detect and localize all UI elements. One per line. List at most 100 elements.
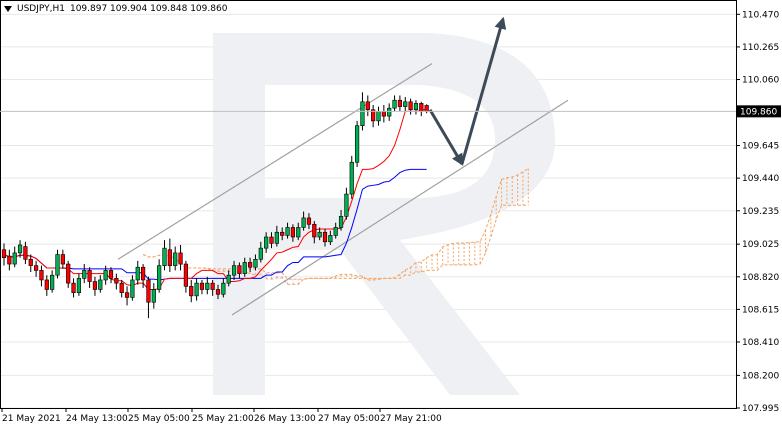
candle-body bbox=[1, 249, 7, 258]
y-tick-label: 108.820 bbox=[742, 273, 779, 283]
candle-body bbox=[317, 231, 322, 238]
tenkan-sen-line bbox=[3, 108, 427, 290]
y-tick-label: 110.470 bbox=[742, 10, 779, 20]
candle-body bbox=[146, 279, 151, 303]
candle-body bbox=[157, 265, 162, 290]
watermark-logo-shape bbox=[213, 33, 556, 395]
candle-body bbox=[162, 247, 167, 266]
candle-body bbox=[76, 278, 81, 293]
candle-body bbox=[344, 193, 349, 217]
candle-body bbox=[269, 236, 274, 244]
candle-body bbox=[371, 109, 376, 122]
last-price-marker bbox=[737, 105, 781, 118]
candle-body bbox=[141, 266, 146, 281]
symbol-label: USDJPY,H1 bbox=[17, 4, 65, 14]
candle-body bbox=[66, 263, 71, 284]
candle-body bbox=[167, 249, 172, 266]
candle-body bbox=[55, 254, 60, 276]
chart-header: USDJPY,H1 109.897 109.904 109.848 109.86… bbox=[4, 4, 227, 14]
candle-body bbox=[39, 270, 44, 281]
candle-body bbox=[258, 247, 263, 260]
candle-body bbox=[338, 216, 344, 228]
y-tick-label: 109.645 bbox=[742, 142, 779, 152]
candle-body bbox=[290, 227, 296, 238]
candle-body bbox=[280, 231, 285, 236]
y-tick-label: 110.060 bbox=[742, 76, 779, 86]
candle-body bbox=[221, 282, 226, 295]
candle-body bbox=[151, 289, 156, 303]
candle-body bbox=[98, 279, 103, 290]
candle-body bbox=[296, 227, 301, 238]
x-tick-label: 24 May 13:00 bbox=[66, 414, 128, 424]
y-tick-label: 108.615 bbox=[742, 305, 779, 315]
x-tick-label: 25 May 21:00 bbox=[192, 414, 254, 424]
candle-body bbox=[178, 252, 183, 265]
candle-body bbox=[82, 270, 87, 279]
candle-body bbox=[124, 292, 130, 298]
candle-body bbox=[205, 282, 210, 290]
candle-body bbox=[424, 105, 429, 112]
candle-body bbox=[365, 101, 370, 111]
trend-channel bbox=[117, 63, 569, 316]
x-tick-label: 26 May 13:00 bbox=[254, 414, 316, 424]
candle-body bbox=[87, 270, 92, 282]
ohlc-label: 109.897 109.904 109.848 109.860 bbox=[69, 4, 228, 14]
candle-body bbox=[306, 217, 312, 225]
x-tick-label: 25 May 05:00 bbox=[128, 414, 190, 424]
candle-body bbox=[33, 265, 39, 271]
candle-body bbox=[328, 235, 333, 243]
indicator-lines bbox=[3, 108, 427, 290]
x-tick-label: 27 May 05:00 bbox=[318, 414, 380, 424]
candle-body bbox=[376, 111, 381, 122]
candle-body bbox=[103, 270, 108, 281]
candle-body bbox=[413, 103, 419, 111]
candle-body bbox=[210, 282, 215, 290]
channel-lower-line bbox=[231, 99, 569, 316]
candle-body bbox=[135, 266, 140, 281]
candle-body bbox=[92, 281, 98, 290]
candle-body bbox=[397, 99, 403, 107]
x-tick-label: 27 May 21:00 bbox=[380, 414, 442, 424]
watermark-logo bbox=[213, 33, 556, 395]
y-tick-label: 109.235 bbox=[742, 207, 779, 217]
y-tick-label: 108.410 bbox=[742, 338, 779, 348]
x-tick-label: 21 May 2021 bbox=[2, 414, 61, 424]
candle-body bbox=[194, 282, 199, 297]
candles bbox=[1, 92, 429, 319]
candle-body bbox=[253, 258, 258, 268]
candle-body bbox=[71, 282, 76, 293]
dropdown-icon[interactable] bbox=[4, 6, 12, 12]
y-tick-label: 110.265 bbox=[742, 43, 779, 53]
candle-body bbox=[119, 282, 124, 293]
candle-body bbox=[354, 125, 360, 163]
y-tick-label: 107.995 bbox=[742, 404, 779, 414]
candle-body bbox=[44, 279, 49, 290]
candle-body bbox=[199, 282, 205, 290]
candle-body bbox=[322, 231, 328, 243]
candle-body bbox=[301, 217, 306, 228]
channel-upper-line bbox=[117, 63, 433, 260]
candle-body bbox=[381, 111, 386, 117]
candle-body bbox=[130, 279, 135, 298]
candle-body bbox=[237, 265, 242, 274]
candle-body bbox=[349, 161, 354, 195]
candle-body bbox=[408, 101, 413, 111]
last-price-label: 109.860 bbox=[740, 107, 777, 117]
senkou-span-a bbox=[142, 168, 529, 285]
candle-body bbox=[183, 263, 189, 287]
candle-body bbox=[274, 231, 279, 244]
y-tick-label: 109.025 bbox=[742, 240, 779, 250]
forecast-arrows bbox=[428, 16, 507, 166]
candle-body bbox=[7, 255, 12, 265]
kijun-sen-line bbox=[3, 168, 427, 281]
candle-body bbox=[28, 258, 33, 266]
candle-body bbox=[12, 252, 17, 265]
candle-body bbox=[60, 254, 65, 265]
candle-body bbox=[360, 101, 365, 126]
candle-body bbox=[285, 227, 290, 236]
candle-body bbox=[387, 107, 392, 117]
candle-body bbox=[403, 101, 408, 107]
